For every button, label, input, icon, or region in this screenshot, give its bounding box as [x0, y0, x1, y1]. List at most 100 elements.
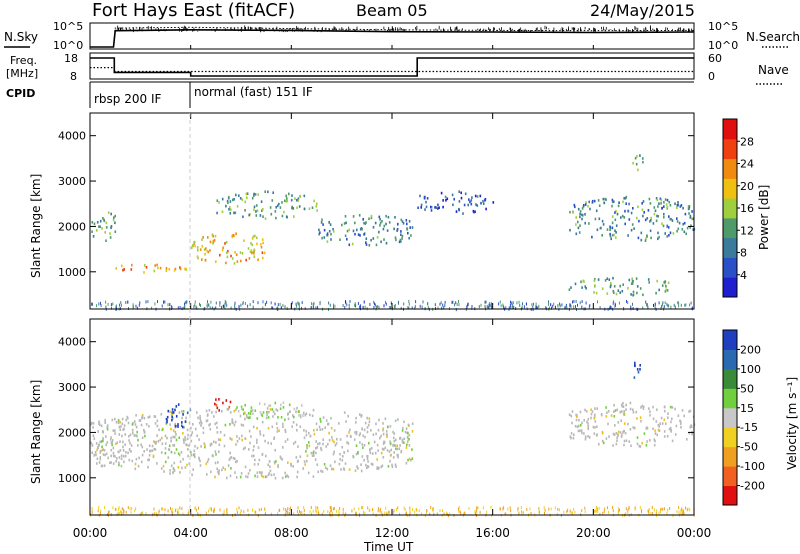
near-range-cell: [243, 510, 245, 514]
near-range-cell: [317, 506, 319, 510]
range-cell: [210, 442, 213, 446]
range-cell: [288, 192, 290, 196]
range-cell: [200, 424, 202, 427]
near-range-cell: [330, 506, 332, 509]
beam-label: Beam 05: [356, 1, 428, 20]
near-range-cell: [300, 511, 302, 515]
power-panel-frame: [89, 112, 695, 310]
near-range-cell: [436, 512, 438, 516]
range-cell: [244, 200, 246, 204]
near-range-cell: [193, 305, 195, 309]
range-cell: [328, 431, 330, 435]
near-range-cell: [613, 300, 615, 304]
range-cell: [110, 436, 112, 439]
range-cell: [650, 216, 652, 220]
near-range-cell: [523, 511, 524, 515]
range-cell: [204, 444, 206, 447]
range-cell: [378, 418, 380, 422]
near-range-cell: [551, 306, 552, 310]
range-cell: [585, 287, 587, 290]
range-cell: [207, 236, 209, 239]
range-cell: [246, 475, 249, 479]
nsky-label: N.Sky: [4, 30, 38, 44]
range-cell: [169, 410, 171, 414]
range-cell: [117, 421, 120, 425]
range-cell: [175, 415, 178, 418]
near-range-cell: [226, 303, 228, 307]
range-cell: [266, 407, 269, 410]
range-cell: [115, 460, 117, 463]
range-cell: [316, 202, 318, 206]
range-cell: [442, 205, 444, 209]
near-range-cell: [660, 510, 661, 514]
range-cell: [208, 409, 211, 412]
range-cell: [114, 214, 116, 218]
range-cell: [110, 225, 113, 228]
range-cell: [254, 234, 256, 238]
range-cell: [110, 454, 112, 458]
near-range-cell: [378, 305, 380, 309]
near-range-cell: [323, 509, 325, 513]
near-range-cell: [332, 507, 334, 511]
near-range-cell: [130, 510, 132, 514]
range-cell: [600, 226, 602, 230]
near-range-cell: [442, 303, 444, 307]
near-range-cell: [389, 306, 391, 309]
range-cell: [579, 212, 581, 216]
range-cell: [260, 200, 263, 203]
range-cell: [584, 437, 587, 441]
range-cell: [99, 423, 101, 426]
range-cell: [148, 415, 151, 418]
range-cell: [118, 450, 120, 454]
near-range-cell: [295, 302, 297, 306]
range-cell: [106, 427, 109, 431]
range-cell: [332, 467, 335, 471]
near-range-cell: [226, 509, 228, 513]
range-cell: [639, 368, 641, 371]
range-cell: [437, 203, 439, 207]
range-cell: [352, 215, 355, 218]
range-cell: [650, 236, 652, 240]
range-cell: [315, 205, 317, 208]
range-cell: [175, 448, 178, 451]
near-range-cell: [388, 510, 390, 514]
near-range-cell: [612, 302, 614, 306]
range-cell: [637, 168, 639, 172]
range-cell: [463, 203, 466, 207]
near-range-cell: [521, 512, 523, 516]
range-cell: [242, 215, 244, 219]
range-cell: [205, 462, 208, 466]
range-cell: [668, 200, 671, 204]
range-cell: [112, 462, 115, 465]
range-cell: [221, 197, 224, 201]
near-range-cell: [685, 303, 687, 307]
range-cell: [624, 431, 627, 435]
range-cell: [241, 252, 244, 255]
range-cell: [273, 436, 276, 439]
range-cell: [680, 426, 682, 429]
range-cell: [583, 419, 585, 422]
near-range-cell: [369, 508, 371, 512]
range-cell: [580, 429, 583, 432]
near-range-cell: [254, 510, 256, 514]
near-range-cell: [271, 306, 273, 310]
range-cell: [305, 430, 307, 433]
range-cell: [260, 474, 263, 477]
range-cell: [620, 435, 623, 438]
range-cell: [229, 456, 232, 460]
range-cell: [485, 207, 487, 211]
near-range-cell: [169, 303, 171, 307]
range-cell: [320, 446, 322, 450]
range-cell: [267, 416, 270, 419]
range-cell: [234, 457, 236, 460]
range-cell: [235, 408, 237, 411]
near-range-cell: [422, 300, 424, 304]
range-cell: [242, 447, 245, 451]
range-cell: [234, 471, 236, 474]
range-cell: [177, 452, 180, 455]
range-cell: [620, 216, 622, 219]
range-cell: [380, 451, 383, 455]
range-cell: [293, 407, 296, 411]
colorbar-swatch: [723, 198, 737, 219]
near-range-cell: [397, 300, 399, 304]
